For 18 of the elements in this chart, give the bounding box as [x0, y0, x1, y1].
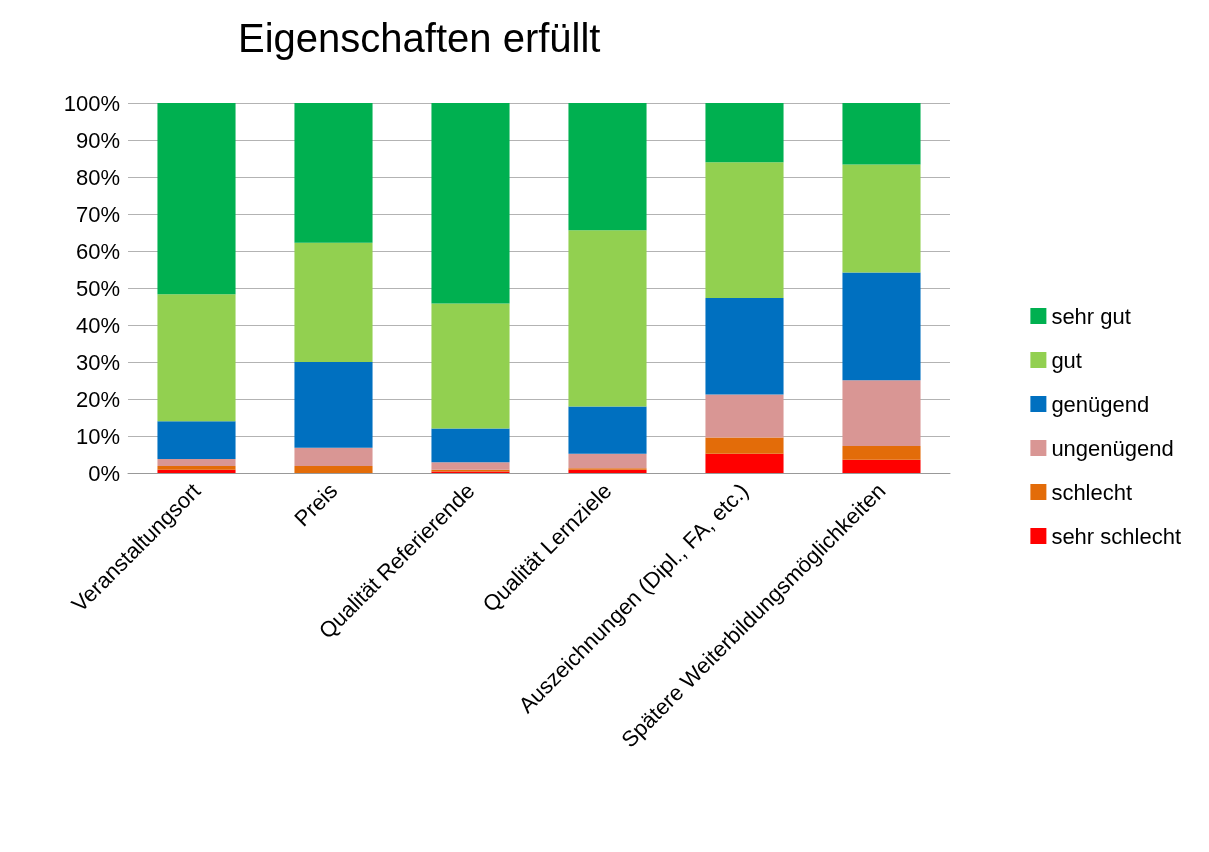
y-tick-label: 80% [75, 164, 120, 190]
legend-label: ungenügend [1051, 435, 1174, 461]
y-tick-label: 60% [75, 238, 120, 264]
y-tick-label: 20% [75, 386, 120, 412]
y-tick-label: 10% [75, 423, 120, 449]
y-tick-label: 90% [75, 127, 120, 153]
legend-label: gut [1051, 347, 1082, 373]
y-tick-label: 40% [75, 312, 120, 338]
legend-label: schlecht [1051, 479, 1133, 505]
y-tick-label: 70% [75, 201, 120, 227]
y-tick-label: 100% [63, 90, 120, 116]
chart-title: Eigenschaften erfüllt [238, 16, 601, 60]
y-tick-label: 30% [75, 349, 120, 375]
legend-label: sehr gut [1051, 303, 1131, 329]
legend-label: genügend [1051, 391, 1150, 417]
y-tick-label: 50% [75, 275, 120, 301]
legend-label: sehr schlecht [1051, 523, 1182, 549]
y-tick-label: 0% [88, 460, 120, 486]
